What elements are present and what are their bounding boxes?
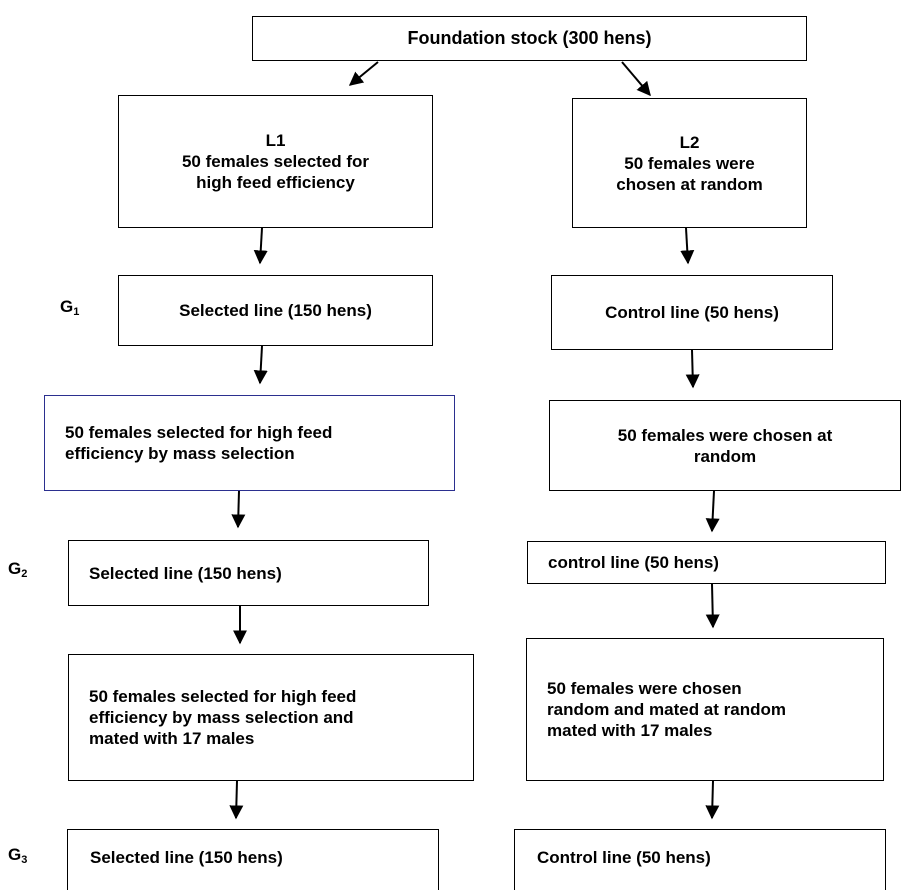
l2-title: L2	[679, 132, 700, 152]
control-line-g1-label: Control line (50 hens)	[605, 303, 779, 322]
g3-letter: G	[8, 845, 22, 864]
arrow-sel2-to-g3-right	[705, 780, 720, 820]
arrow-g1-to-sel1-right	[685, 349, 700, 389]
control-line-g3-label: Control line (50 hens)	[537, 848, 711, 867]
selection2-left-box: 50 females selected for high feed effici…	[68, 654, 474, 781]
arrow-g2-to-sel2-right	[705, 583, 720, 629]
control-line-g1-box: Control line (50 hens)	[551, 275, 833, 350]
selection1-left-box: 50 females selected for high feed effici…	[44, 395, 455, 491]
arrow-foundation-to-l1	[348, 61, 379, 86]
arrow-g1-to-sel1-left	[253, 345, 268, 385]
selection1-right-line2: random	[693, 446, 757, 466]
l1-text-line2: high feed efficiency	[196, 173, 355, 192]
selection2-left-line1: 50 females selected for high feed	[89, 687, 357, 706]
selection1-left-line1: 50 females selected for high feed	[65, 423, 333, 442]
foundation-stock-box: Foundation stock (300 hens)	[252, 16, 807, 61]
arrow-l2-to-g1	[680, 227, 695, 265]
g1-subscript: 1	[73, 306, 80, 318]
arrow-sel1-to-g2-left	[231, 490, 246, 529]
selection1-right-box: 50 females were chosen at random	[549, 400, 901, 491]
selection1-right-line1: 50 females were chosen at	[617, 425, 833, 445]
l1-title: L1	[265, 131, 286, 150]
arrow-sel2-to-g3-left	[229, 780, 244, 820]
control-line-g2-box: control line (50 hens)	[527, 541, 886, 584]
l2-text-line2: chosen at random	[616, 174, 763, 194]
selection1-left-line2: efficiency by mass selection	[65, 444, 295, 463]
g1-letter: G	[60, 297, 74, 316]
generation-label-g2: G2	[8, 559, 27, 580]
control-line-g2-label: control line (50 hens)	[548, 553, 719, 572]
selected-line-g3-box: Selected line (150 hens)	[67, 829, 439, 890]
selected-line-g1-box: Selected line (150 hens)	[118, 275, 433, 346]
selection2-left-line3: mated with 17 males	[89, 729, 255, 748]
l1-box: L1 50 females selected for high feed eff…	[118, 95, 433, 228]
arrow-l1-to-g1	[253, 227, 268, 265]
selected-line-g3-label: Selected line (150 hens)	[90, 848, 283, 867]
selection2-right-line3: mated with 17 males	[547, 721, 713, 740]
selection2-right-box: 50 females were chosen random and mated …	[526, 638, 884, 781]
arrow-foundation-to-l2	[621, 61, 651, 97]
selected-line-g2-label: Selected line (150 hens)	[89, 563, 282, 583]
foundation-stock-label: Foundation stock (300 hens)	[407, 28, 652, 48]
selection2-right-line1: 50 females were chosen	[547, 679, 742, 698]
l2-box: L2 50 females were chosen at random	[572, 98, 807, 228]
l1-text-line1: 50 females selected for	[181, 152, 370, 171]
control-line-g3-box: Control line (50 hens)	[514, 829, 886, 890]
g3-subscript: 3	[21, 854, 28, 866]
l2-text-line1: 50 females were	[624, 153, 755, 173]
g2-subscript: 2	[21, 568, 28, 580]
arrow-sel1-to-g2-right	[705, 490, 720, 533]
selected-line-g1-label: Selected line (150 hens)	[179, 301, 372, 320]
generation-label-g3: G3	[8, 845, 27, 866]
selected-line-g2-box: Selected line (150 hens)	[68, 540, 429, 606]
selection2-right-line2: random and mated at random	[547, 700, 786, 719]
selection2-left-line2: efficiency by mass selection and	[89, 708, 354, 727]
generation-label-g1: G1	[60, 297, 79, 318]
g2-letter: G	[8, 559, 22, 578]
